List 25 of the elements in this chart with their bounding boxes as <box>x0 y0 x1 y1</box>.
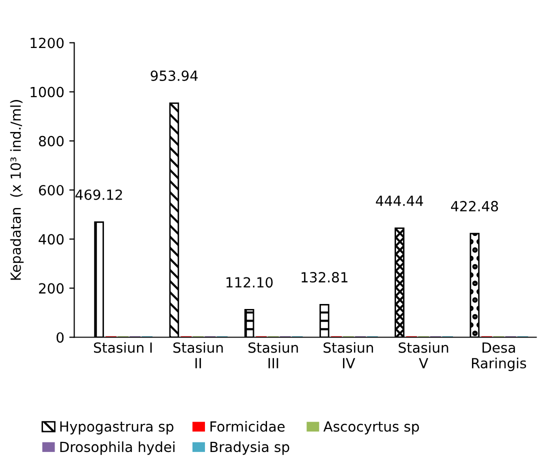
data-label: 469.12 <box>75 189 122 200</box>
y-tick-label: 0 <box>56 332 64 343</box>
x-tick-label: Stasiun IV <box>324 342 374 368</box>
data-label: 422.48 <box>451 200 498 212</box>
y-tick-label: 600 <box>38 184 64 196</box>
x-tick-label: Desa Raringis <box>472 342 526 372</box>
y-axis-title: Kepadatan (x 10³ ind./ml) <box>10 100 24 280</box>
x-tick-label: Stasiun V <box>398 342 448 368</box>
y-tick-label: 400 <box>38 234 64 245</box>
data-label: 112.10 <box>226 277 273 288</box>
data-label: 953.94 <box>150 70 198 81</box>
data-label: 132.81 <box>302 272 348 283</box>
legend-label: Ascocyrtus sp <box>323 421 419 434</box>
legend-label: Formicidae <box>210 421 285 432</box>
legend-label: Drosophila hydei <box>60 441 174 455</box>
legend-label: Bradysia sp <box>210 441 290 455</box>
y-tick-label: 1200 <box>30 38 64 48</box>
legend-label: Hypogastrura sp <box>60 421 174 434</box>
y-tick-label: 1000 <box>30 86 64 98</box>
data-label: 444.44 <box>376 196 424 206</box>
x-tick-label: Stasiun I <box>94 342 152 353</box>
x-tick-label: Stasiun III <box>248 342 298 368</box>
y-tick-label: 800 <box>38 136 64 146</box>
y-tick-label: 200 <box>39 283 64 294</box>
x-tick-label: Stasiun II <box>173 342 223 368</box>
